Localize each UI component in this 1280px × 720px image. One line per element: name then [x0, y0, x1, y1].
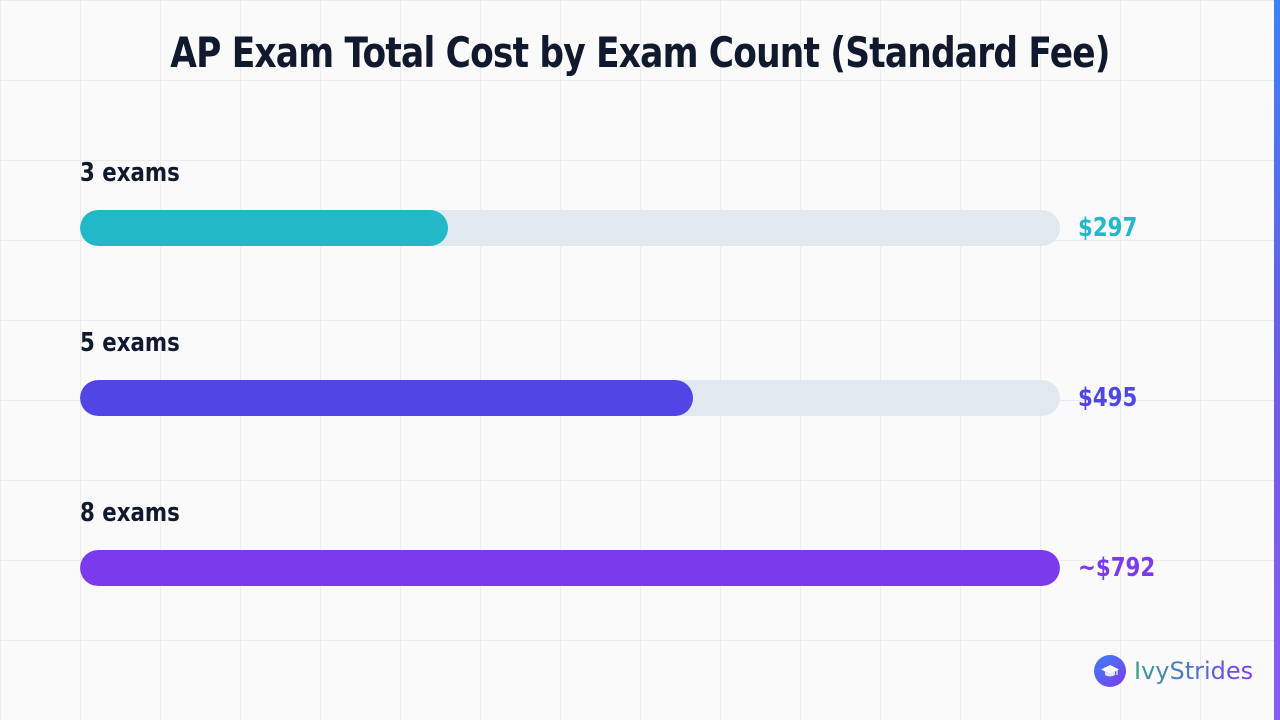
bar-track: [80, 380, 1060, 416]
category-label: 8 exams: [80, 498, 180, 528]
bar-fill: [80, 210, 448, 246]
bar-fill: [80, 380, 693, 416]
right-accent-bar: [1274, 0, 1280, 720]
category-label: 3 exams: [80, 158, 180, 188]
brand-logo: IvyStrides: [1094, 654, 1253, 688]
brand-name: IvyStrides: [1134, 657, 1254, 685]
value-label: ~$792: [1078, 553, 1156, 583]
value-label: $495: [1078, 383, 1138, 413]
value-label: $297: [1078, 213, 1138, 243]
bar-track: [80, 210, 1060, 246]
chart-title: AP Exam Total Cost by Exam Count (Standa…: [170, 28, 1110, 77]
bar-track: [80, 550, 1060, 586]
category-label: 5 exams: [80, 328, 180, 358]
graduation-cap-icon: [1094, 655, 1126, 687]
bar-fill: [80, 550, 1060, 586]
